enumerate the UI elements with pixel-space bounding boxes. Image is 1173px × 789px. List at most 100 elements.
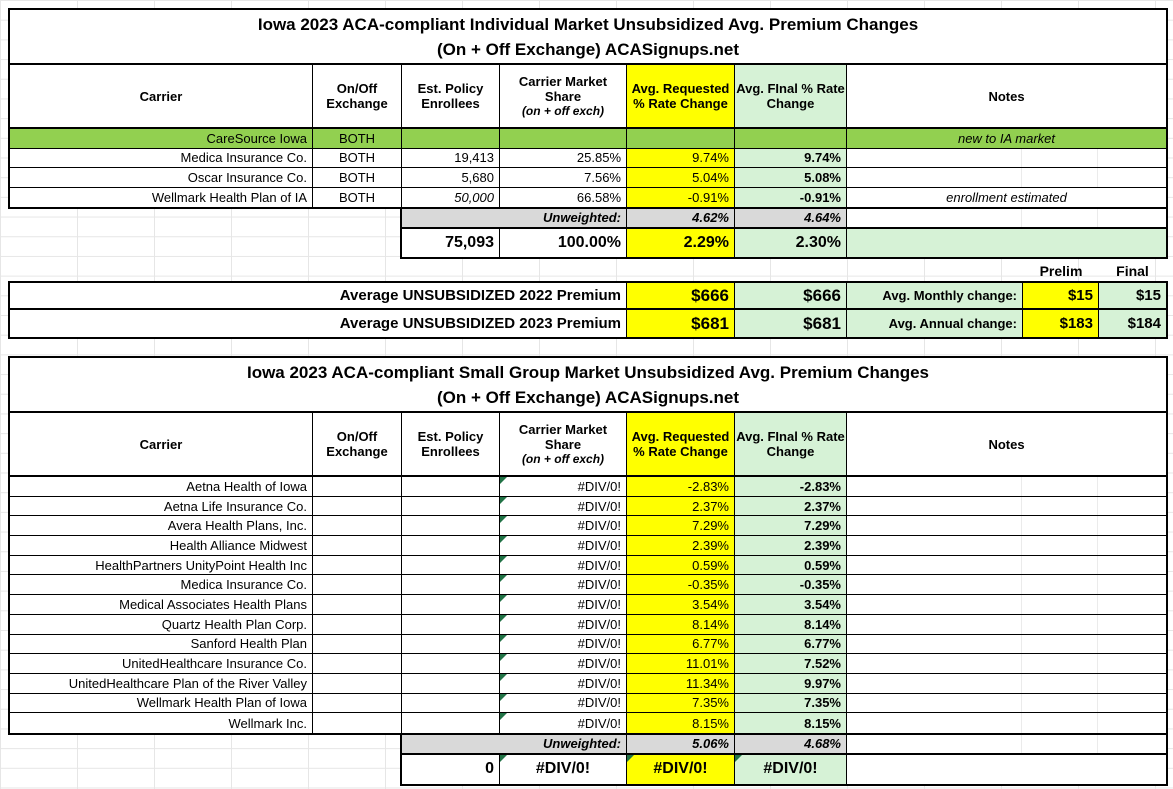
cell-final-change[interactable]: 3.54% <box>735 595 847 614</box>
cell-requested-change[interactable]: -2.83% <box>627 477 735 496</box>
cell-premium-requested[interactable]: $666 <box>627 283 735 308</box>
cell-final-change[interactable]: -0.35% <box>735 575 847 595</box>
cell-premium-label[interactable]: Average UNSUBSIDIZED 2023 Premium <box>10 310 627 337</box>
cell-enrollees[interactable] <box>402 654 500 673</box>
cell-enrollees[interactable] <box>402 673 500 693</box>
cell-notes[interactable] <box>847 614 1166 634</box>
cell-requested-change[interactable] <box>627 129 735 148</box>
cell-requested-change[interactable]: 11.34% <box>627 673 735 693</box>
cell-enrollees[interactable] <box>402 634 500 654</box>
cell-notes[interactable] <box>847 595 1166 614</box>
cell-final-change[interactable]: -0.91% <box>735 187 847 207</box>
cell-total-market-share[interactable]: #DIV/0! <box>500 754 627 784</box>
cell-carrier[interactable]: Oscar Insurance Co. <box>10 168 313 187</box>
cell-notes[interactable] <box>847 516 1166 536</box>
cell-requested-change[interactable]: 2.39% <box>627 536 735 555</box>
cell-unweighted-requested[interactable]: 4.62% <box>627 209 735 227</box>
cell-market-share[interactable]: #DIV/0! <box>500 673 627 693</box>
cell-final-change[interactable]: 2.39% <box>735 536 847 555</box>
cell-premium-label[interactable]: Average UNSUBSIDIZED 2022 Premium <box>10 283 627 308</box>
prelim-column-label[interactable]: Prelim <box>1039 263 1083 279</box>
cell-exchange[interactable] <box>313 477 402 496</box>
cell-carrier[interactable]: Aetna Health of Iowa <box>10 477 313 496</box>
cell-final-change[interactable]: 7.52% <box>735 654 847 673</box>
cell-carrier[interactable]: Avera Health Plans, Inc. <box>10 516 313 536</box>
header-carrier[interactable]: Carrier <box>10 65 313 127</box>
cell-exchange[interactable] <box>313 575 402 595</box>
cell-final-change[interactable]: 2.37% <box>735 496 847 516</box>
cell-exchange[interactable] <box>313 614 402 634</box>
cell-requested-change[interactable]: -0.35% <box>627 575 735 595</box>
cell-market-share[interactable]: #DIV/0! <box>500 693 627 713</box>
cell-requested-change[interactable]: -0.91% <box>627 187 735 207</box>
cell-premium-final[interactable]: $666 <box>735 283 847 308</box>
cell-exchange[interactable]: BOTH <box>313 187 402 207</box>
cell-exchange[interactable] <box>313 634 402 654</box>
cell-carrier[interactable]: Wellmark Health Plan of IA <box>10 187 313 207</box>
cell-final-change[interactable]: -2.83% <box>735 477 847 496</box>
cell-exchange[interactable] <box>313 673 402 693</box>
cell-notes[interactable] <box>847 754 1166 784</box>
cell-change-label[interactable]: Avg. Annual change: <box>847 310 1023 337</box>
cell-notes[interactable] <box>847 673 1166 693</box>
cell-exchange[interactable]: BOTH <box>313 148 402 167</box>
cell-notes[interactable] <box>847 148 1166 167</box>
cell-carrier[interactable]: Wellmark Inc. <box>10 713 313 733</box>
cell-market-share[interactable]: #DIV/0! <box>500 536 627 555</box>
cell-market-share[interactable]: #DIV/0! <box>500 614 627 634</box>
cell-notes[interactable] <box>847 735 1166 753</box>
cell-exchange[interactable] <box>313 654 402 673</box>
cell-final-change[interactable]: 7.35% <box>735 693 847 713</box>
cell-market-share[interactable]: #DIV/0! <box>500 555 627 575</box>
cell-unweighted-final[interactable]: 4.64% <box>735 209 847 227</box>
cell-enrollees[interactable] <box>402 713 500 733</box>
cell-carrier[interactable]: Sanford Health Plan <box>10 634 313 654</box>
cell-requested-change[interactable]: 3.54% <box>627 595 735 614</box>
cell-requested-change[interactable]: 11.01% <box>627 654 735 673</box>
cell-exchange[interactable]: BOTH <box>313 129 402 148</box>
cell-change-final[interactable]: $15 <box>1099 283 1166 308</box>
cell-unweighted-label[interactable]: Unweighted: <box>402 209 627 227</box>
cell-notes[interactable] <box>847 693 1166 713</box>
cell-market-share[interactable]: #DIV/0! <box>500 654 627 673</box>
cell-market-share[interactable]: #DIV/0! <box>500 713 627 733</box>
header-enrollees[interactable]: Est. Policy Enrollees <box>402 413 500 475</box>
cell-market-share[interactable]: #DIV/0! <box>500 496 627 516</box>
cell-enrollees[interactable] <box>402 129 500 148</box>
cell-enrollees[interactable] <box>402 516 500 536</box>
cell-market-share[interactable]: 7.56% <box>500 168 627 187</box>
cell-exchange[interactable] <box>313 516 402 536</box>
cell-requested-change[interactable]: 8.14% <box>627 614 735 634</box>
cell-notes[interactable] <box>847 496 1166 516</box>
header-market-share[interactable]: Carrier Market Share (on + off exch) <box>500 65 627 127</box>
cell-notes[interactable] <box>847 575 1166 595</box>
cell-notes[interactable]: new to IA market <box>847 129 1166 148</box>
header-final-change[interactable]: Avg. FInal % Rate Change <box>735 65 847 127</box>
cell-requested-change[interactable]: 0.59% <box>627 555 735 575</box>
cell-final-change[interactable]: 9.97% <box>735 673 847 693</box>
cell-enrollees[interactable] <box>402 555 500 575</box>
cell-notes[interactable] <box>847 555 1166 575</box>
header-carrier[interactable]: Carrier <box>10 413 313 475</box>
cell-enrollees[interactable] <box>402 693 500 713</box>
cell-notes[interactable]: enrollment estimated <box>847 187 1166 207</box>
cell-enrollees[interactable] <box>402 536 500 555</box>
cell-final-change[interactable]: 6.77% <box>735 634 847 654</box>
cell-final-change[interactable]: 7.29% <box>735 516 847 536</box>
cell-market-share[interactable]: 25.85% <box>500 148 627 167</box>
cell-carrier[interactable]: HealthPartners UnityPoint Health Inc <box>10 555 313 575</box>
cell-exchange[interactable] <box>313 496 402 516</box>
cell-exchange[interactable] <box>313 595 402 614</box>
cell-total-requested[interactable]: #DIV/0! <box>627 754 735 784</box>
cell-exchange[interactable] <box>313 555 402 575</box>
cell-carrier[interactable]: Health Alliance Midwest <box>10 536 313 555</box>
cell-final-change[interactable]: 8.15% <box>735 713 847 733</box>
cell-total-enrollees[interactable]: 75,093 <box>402 228 500 257</box>
cell-total-enrollees[interactable]: 0 <box>402 754 500 784</box>
table-title[interactable]: Iowa 2023 ACA-compliant Individual Marke… <box>10 10 1166 65</box>
cell-exchange[interactable] <box>313 536 402 555</box>
cell-carrier[interactable]: UnitedHealthcare Plan of the River Valle… <box>10 673 313 693</box>
cell-exchange[interactable] <box>313 693 402 713</box>
cell-total-final[interactable]: #DIV/0! <box>735 754 847 784</box>
cell-enrollees[interactable] <box>402 496 500 516</box>
